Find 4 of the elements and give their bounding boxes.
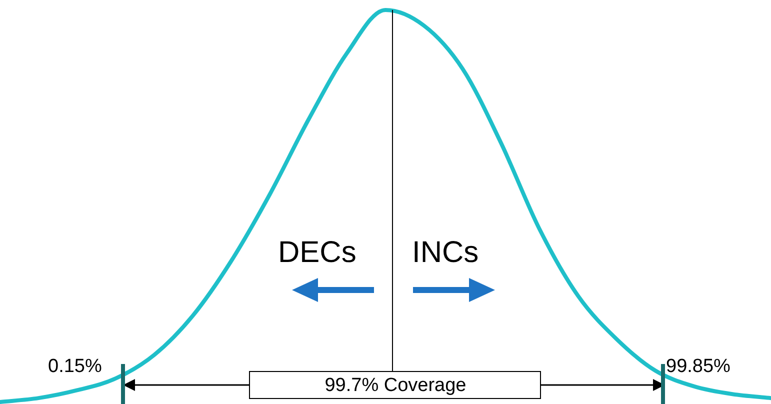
annotation: INCs: [412, 236, 479, 270]
annotation: DECs: [278, 236, 356, 270]
annotation: 0.15%: [48, 356, 102, 378]
annotation: 99.85%: [666, 356, 730, 378]
